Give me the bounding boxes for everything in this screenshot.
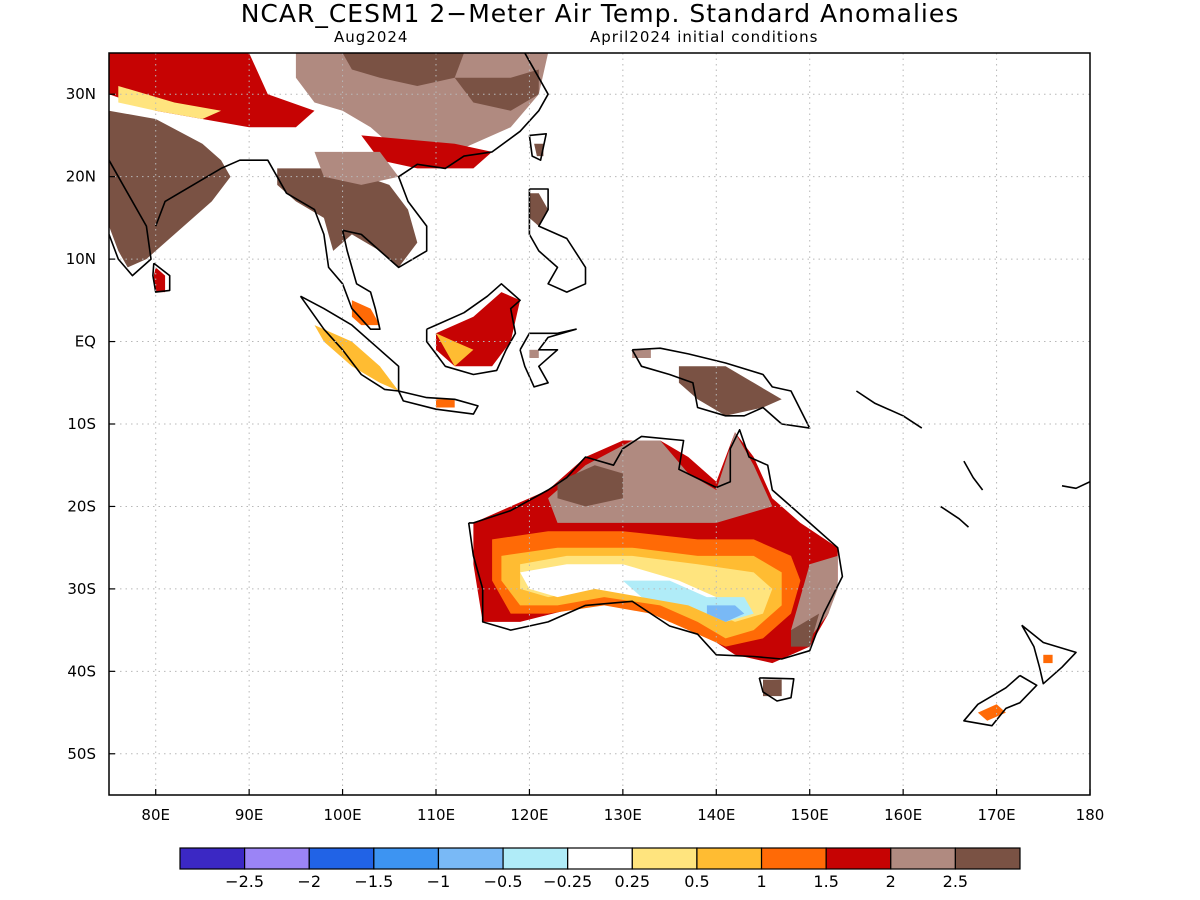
colorbar-label: −2.5	[225, 872, 264, 891]
coastline-vanuatu-fiji	[963, 460, 984, 491]
gridlines	[109, 53, 1090, 795]
coastline-borneo-coast	[425, 283, 521, 376]
colorbar-swatch	[890, 847, 956, 870]
lon-tick-label: 130E	[604, 806, 642, 824]
anomaly-region-north-india-band	[109, 53, 315, 128]
coastline-nz-north-coast	[1021, 624, 1077, 685]
coastline-philippines-coast	[528, 188, 587, 293]
colorbar-swatch	[373, 847, 440, 870]
coastline-taiwan-coast	[528, 133, 547, 161]
colorbar-swatch	[567, 847, 633, 870]
map-title: NCAR_CESM1 2−Meter Air Temp. Standard An…	[240, 0, 960, 28]
colorbar-swatch	[760, 847, 827, 870]
anomaly-region-china-brown-north	[342, 53, 464, 86]
colorbar-label: −1.5	[354, 872, 393, 891]
anomaly-region-halmahera	[632, 349, 651, 358]
lat-tick-label: 30N	[66, 85, 96, 103]
lon-tick-label: 160E	[884, 806, 922, 824]
anomaly-region-new-zealand-north	[1043, 654, 1053, 664]
coastline-solomon	[855, 390, 923, 429]
lat-tick-label: 20S	[67, 497, 96, 515]
colorbar-label: −0.5	[484, 872, 523, 891]
lat-tick-label: 10S	[67, 415, 96, 433]
anomaly-region-australia-red-east	[791, 555, 838, 639]
coastline-south-asia	[109, 159, 152, 277]
anomaly-region-sri-lanka	[153, 267, 166, 293]
colorbar-swatch	[308, 847, 375, 870]
anomaly-region-indochina	[277, 168, 418, 268]
coastlines	[109, 53, 1090, 727]
coastline-sri-lanka-coast	[152, 262, 171, 293]
anomaly-fills	[109, 53, 1053, 721]
colorbar-label: 0.5	[684, 872, 709, 891]
lon-tick-label: 180	[1076, 806, 1105, 824]
colorbar-swatch	[825, 847, 892, 870]
coastline-sulawesi-coast	[519, 328, 577, 388]
colorbar-label: 2.5	[943, 872, 968, 891]
coastline-new-caledonia	[940, 505, 970, 528]
colorbar-label: 1	[756, 872, 766, 891]
lat-tick-label: EQ	[75, 333, 96, 351]
colorbar-label: −0.25	[543, 872, 592, 891]
colorbar-label: 1.5	[813, 872, 838, 891]
lon-tick-label: 140E	[697, 806, 735, 824]
anomaly-region-taiwan	[534, 143, 544, 157]
initial-conditions: April2024 initial conditions	[590, 28, 819, 46]
lat-tick-label: 50S	[67, 745, 96, 763]
colorbar-swatch	[437, 847, 504, 870]
anomaly-region-australia-brown-se	[791, 613, 820, 647]
anomaly-region-china-brown-south	[454, 69, 539, 111]
anomaly-region-tasmania	[763, 679, 782, 697]
anomaly-region-malaya	[351, 300, 380, 326]
coastline-tasmania-coast	[758, 677, 795, 702]
coastline-nz-south-coast	[963, 674, 1038, 727]
colorbar-swatch	[244, 847, 310, 870]
longitude-labels: 80E 90E 100E 110E 120E 130E 140E 150E 160E 170E 18…	[141, 789, 1104, 824]
coastline-java-coast	[397, 390, 479, 415]
lon-tick-label: 100E	[324, 806, 362, 824]
colorbar-swatch	[631, 847, 698, 870]
colorbar-label: −2	[297, 872, 321, 891]
colorbar-swatch	[954, 847, 1021, 870]
anomaly-region-java	[436, 399, 455, 408]
anomaly-region-south-china-orange	[361, 135, 493, 169]
lon-tick-label: 110E	[417, 806, 455, 824]
lon-tick-label: 170E	[978, 806, 1016, 824]
anomaly-region-new-guinea	[678, 366, 782, 416]
anomaly-region-new-zealand-south	[977, 704, 1006, 721]
anomaly-region-north-india-white	[118, 86, 222, 119]
lat-tick-label: 10N	[66, 250, 96, 268]
colorbar: −2.5 −2 −1.5 −1 −0.5 −0.25 0.25 0.5 1 1.5 2 2.5	[179, 847, 1021, 891]
lat-tick-label: 20N	[66, 168, 96, 186]
anomaly-region-india	[109, 110, 231, 268]
lon-tick-label: 90E	[235, 806, 264, 824]
colorbar-swatch	[179, 847, 246, 870]
colorbar-swatch	[502, 847, 569, 870]
anomaly-region-sulawesi	[529, 349, 539, 358]
lon-tick-label: 80E	[141, 806, 170, 824]
forecast-month: Aug2024	[334, 28, 409, 46]
colorbar-label: 0.25	[614, 872, 650, 891]
lon-tick-label: 120E	[510, 806, 548, 824]
anomaly-region-australia-brown-kimberley	[557, 465, 623, 507]
colorbar-swatch	[696, 847, 763, 870]
latitude-labels: 30N 20N 10N EQ 10S 20S 30S 40S 50S	[66, 85, 115, 763]
colorbar-label: −1	[427, 872, 451, 891]
coastline-new-guinea-coast	[631, 347, 811, 429]
coastline-fiji	[1061, 480, 1090, 490]
anomaly-region-philippines	[529, 193, 549, 227]
anomaly-region-sumatra	[314, 325, 399, 391]
lat-tick-label: 30S	[67, 580, 96, 598]
coastline-bay-of-bengal	[154, 53, 549, 330]
lon-tick-label: 150E	[791, 806, 829, 824]
lat-tick-label: 40S	[67, 662, 96, 680]
colorbar-label: 2	[886, 872, 896, 891]
